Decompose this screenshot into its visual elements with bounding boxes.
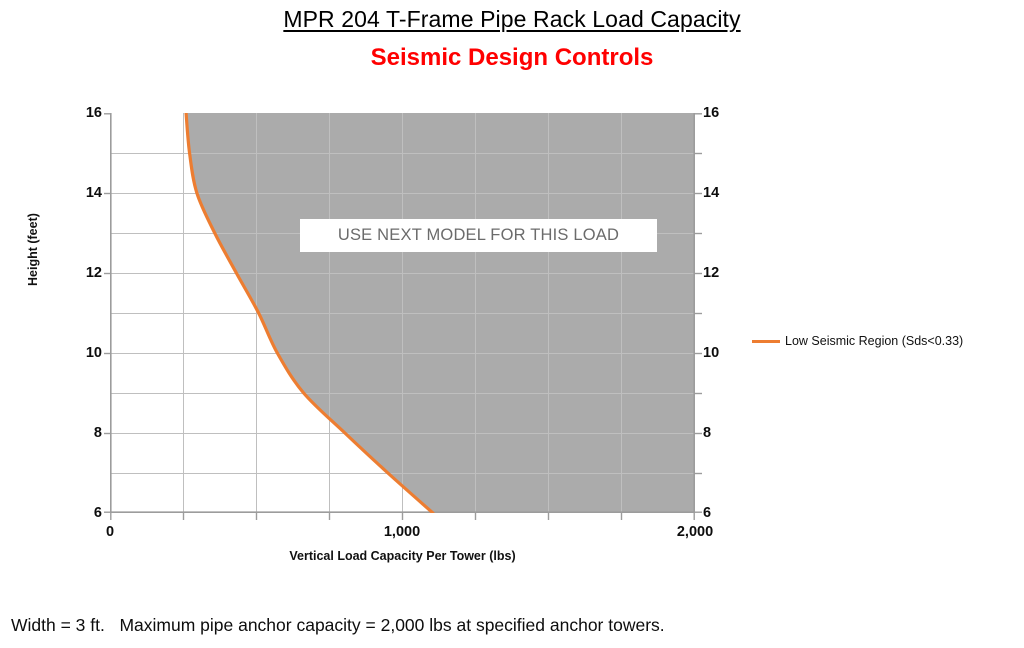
chart-legend: Low Seismic Region (Sds<0.33) [752, 334, 963, 348]
y-tick-label-right: 10 [703, 345, 720, 361]
series-line-low-seismic-region [184, 113, 435, 513]
y-tick-label: 16 [85, 105, 102, 121]
plot-area: USE NEXT MODEL FOR THIS LOAD [104, 113, 702, 520]
legend-label-low-seismic-region: Low Seismic Region (Sds<0.33) [785, 334, 964, 348]
y-axis-title: Height (feet) [26, 213, 40, 286]
page-subtitle: Seismic Design Controls [370, 44, 654, 71]
x-tick-label: 2,000 [676, 524, 714, 540]
y-axis-left-ticks [104, 113, 111, 513]
x-axis-title: Vertical Load Capacity Per Tower (lbs) [289, 549, 516, 563]
x-tick-label: 1,000 [383, 524, 421, 540]
y-tick-label-right: 12 [703, 265, 720, 281]
y-tick-label-right: 14 [703, 185, 720, 201]
y-tick-label-right: 16 [703, 105, 720, 121]
footer-note: Width = 3 ft. Maximum pipe anchor capaci… [11, 615, 665, 635]
x-tick-label: 0 [105, 524, 115, 540]
y-tick-label: 6 [93, 505, 102, 521]
y-tick-label: 8 [93, 425, 102, 441]
plot-svg [110, 113, 695, 513]
y-axis-left: 16 14 12 10 8 6 [58, 96, 102, 530]
axis-lines [110, 113, 695, 513]
annotation-text: USE NEXT MODEL FOR THIS LOAD [337, 226, 620, 244]
y-tick-label: 12 [85, 265, 102, 281]
annotation-use-next-model: USE NEXT MODEL FOR THIS LOAD [300, 219, 657, 252]
chart-container: Height (feet) 16 14 12 10 8 6 16 14 12 1… [0, 96, 1024, 566]
page-title-text: MPR 204 T-Frame Pipe Rack Load Capacity [283, 6, 741, 32]
legend-swatch-low-seismic-region [752, 339, 780, 343]
y-axis-right-ticks [695, 113, 702, 513]
y-tick-label-right: 6 [703, 505, 712, 521]
y-axis-right: 16 14 12 10 8 6 [703, 96, 747, 530]
x-axis-ticks [110, 513, 695, 520]
y-tick-label: 14 [85, 185, 102, 201]
y-tick-label: 10 [85, 345, 102, 361]
vertical-gridlines [183, 113, 622, 513]
page-title: MPR 204 T-Frame Pipe Rack Load Capacity [0, 6, 1024, 33]
y-tick-label-right: 8 [703, 425, 712, 441]
